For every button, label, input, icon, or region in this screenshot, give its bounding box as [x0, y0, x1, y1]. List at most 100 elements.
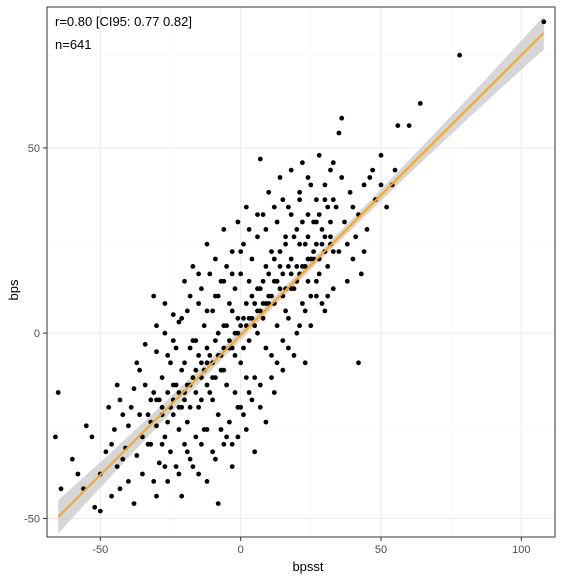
data-point	[260, 212, 266, 218]
fit-line-layer	[57, 32, 545, 518]
data-point	[154, 493, 159, 499]
data-point	[333, 204, 339, 210]
data-point	[176, 404, 182, 410]
data-point	[145, 441, 151, 447]
data-point	[322, 197, 328, 203]
data-point	[358, 271, 364, 277]
data-point	[114, 464, 120, 469]
data-point	[316, 271, 322, 277]
data-point	[140, 434, 145, 440]
data-point	[328, 167, 333, 173]
data-point	[314, 278, 319, 284]
data-point	[319, 227, 325, 232]
data-point	[305, 175, 311, 180]
data-point	[103, 449, 109, 455]
data-point	[280, 367, 286, 373]
data-point	[300, 160, 305, 166]
data-point	[246, 338, 252, 343]
data-point	[339, 115, 345, 121]
data-point	[53, 434, 58, 440]
data-point	[300, 301, 305, 306]
data-point	[196, 301, 202, 306]
data-point	[154, 423, 159, 429]
data-point	[269, 375, 274, 380]
data-point	[154, 349, 159, 355]
data-point	[294, 227, 300, 232]
data-point	[308, 323, 314, 329]
data-point	[112, 427, 117, 432]
data-point	[330, 286, 336, 292]
data-point	[297, 323, 302, 329]
data-point	[229, 464, 235, 469]
data-point	[308, 182, 314, 188]
data-point	[232, 353, 238, 358]
data-point	[277, 249, 283, 255]
data-point	[263, 227, 269, 232]
data-point	[131, 501, 137, 506]
data-point	[274, 278, 280, 284]
data-point	[109, 441, 114, 447]
data-point	[196, 471, 202, 477]
data-point	[302, 241, 308, 247]
data-point	[117, 397, 123, 403]
data-point	[330, 160, 336, 166]
data-point	[221, 367, 227, 373]
y-tick-label: 50	[28, 143, 40, 155]
data-point	[238, 323, 244, 329]
data-point	[170, 312, 176, 317]
data-point	[249, 397, 255, 403]
data-point	[215, 330, 221, 336]
data-point	[232, 286, 238, 292]
data-point	[162, 464, 168, 469]
data-point	[117, 486, 123, 492]
data-point	[218, 427, 224, 432]
data-point	[308, 293, 314, 299]
data-point	[187, 456, 193, 462]
data-point	[266, 189, 272, 195]
data-point	[213, 338, 218, 343]
data-point	[221, 441, 227, 447]
data-point	[193, 390, 199, 395]
data-point	[297, 241, 302, 247]
data-point	[392, 167, 398, 173]
data-point	[255, 308, 260, 314]
data-point	[311, 219, 316, 225]
data-point	[271, 256, 277, 262]
data-point	[232, 330, 238, 336]
data-point	[196, 271, 202, 277]
data-point	[283, 234, 288, 240]
data-point	[263, 345, 269, 351]
data-point	[187, 293, 193, 299]
data-point	[325, 293, 331, 299]
data-point	[173, 464, 179, 469]
data-point	[213, 256, 218, 262]
data-point	[384, 204, 389, 210]
data-point	[109, 493, 114, 499]
data-point	[204, 479, 210, 484]
data-point	[134, 360, 140, 366]
data-point	[288, 256, 294, 262]
data-point	[288, 286, 294, 292]
data-point	[199, 360, 204, 366]
data-point	[190, 464, 196, 469]
data-point	[165, 353, 171, 358]
data-point	[190, 375, 196, 380]
data-point	[145, 412, 151, 418]
data-point	[243, 301, 249, 306]
data-point	[176, 319, 182, 325]
data-point	[238, 271, 244, 277]
x-tick-label: 0	[238, 544, 244, 556]
data-point	[305, 278, 311, 284]
data-point	[319, 241, 325, 247]
data-point	[148, 397, 154, 403]
data-point	[215, 412, 221, 418]
data-point	[350, 256, 356, 262]
data-point	[173, 345, 179, 351]
data-point	[156, 460, 162, 466]
data-point	[252, 323, 258, 329]
minor-gridlines	[47, 7, 555, 537]
data-point	[179, 493, 185, 499]
data-point	[125, 479, 131, 484]
data-point	[75, 471, 81, 477]
data-point	[339, 175, 345, 180]
